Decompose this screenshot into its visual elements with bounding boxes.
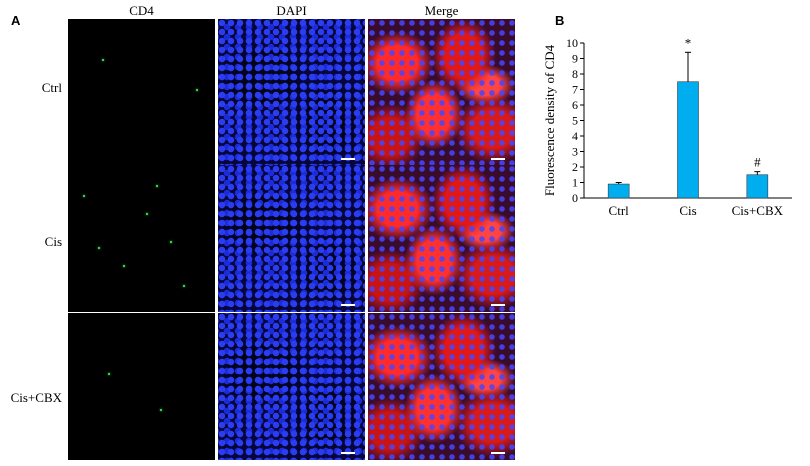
y-tick-label: 3 <box>572 145 578 159</box>
y-tick-label: 7 <box>572 83 578 97</box>
micrograph-cis-cbx-merge <box>368 313 515 460</box>
micrograph-cis-cd4 <box>68 165 215 312</box>
y-tick-label: 9 <box>572 52 578 66</box>
y-tick-label: 1 <box>572 176 578 190</box>
y-tick-label: 2 <box>572 160 578 174</box>
row-label-cis: Cis <box>44 234 62 249</box>
y-tick-label: 6 <box>572 98 578 112</box>
x-tick-label: Cis <box>679 203 696 218</box>
y-tick-label: 4 <box>572 129 578 143</box>
micrograph-cis-cbx-cd4 <box>68 313 215 460</box>
bar-chart: 01 23 45 67 89 10 Fluorescence density of CD4 C… <box>542 35 792 218</box>
micrograph-ctrl-dapi <box>218 19 365 166</box>
micrograph-ctrl-cd4 <box>68 19 215 166</box>
y-tick-label: 5 <box>572 114 578 128</box>
column-header-dapi: DAPI <box>276 3 307 18</box>
bar-2 <box>746 174 769 199</box>
panel-b-label: B <box>555 13 565 28</box>
y-tick-label: 8 <box>572 67 578 81</box>
row-label-ctrl: Ctrl <box>41 80 62 95</box>
micrograph-ctrl-merge <box>368 19 515 166</box>
row-label-cis-cbx: Cis+CBX <box>10 390 62 405</box>
column-header-cd4: CD4 <box>129 3 154 18</box>
y-axis-title: Fluorescence density of CD4 <box>542 44 557 196</box>
y-tick-label: 10 <box>566 36 578 50</box>
x-tick-label: Cis+CBX <box>732 203 784 218</box>
significance-marker: # <box>754 155 761 170</box>
panel-a-label: A <box>11 13 21 28</box>
column-header-merge: Merge <box>424 3 459 18</box>
y-tick-label: 0 <box>572 191 578 205</box>
bar-1 <box>677 81 699 199</box>
micrograph-cis-dapi <box>218 165 365 312</box>
x-tick-label: Ctrl <box>609 203 630 218</box>
micrograph-cis-cbx-dapi <box>218 313 365 460</box>
significance-marker: * <box>685 35 692 50</box>
bar-0 <box>607 183 630 199</box>
micrograph-cis-merge <box>368 165 515 312</box>
